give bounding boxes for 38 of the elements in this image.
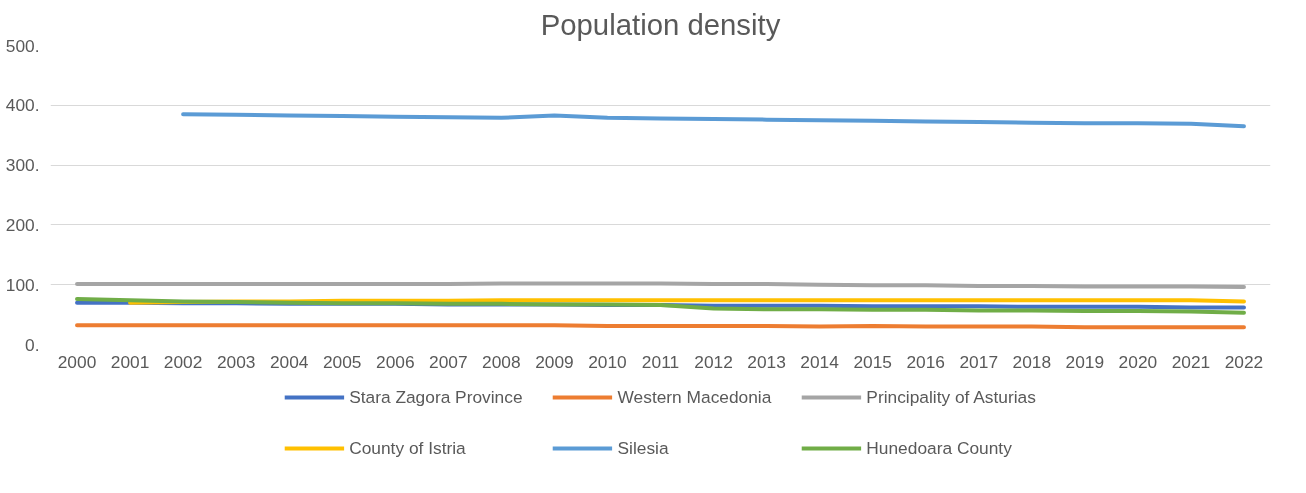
x-tick-label: 2002: [163, 351, 203, 372]
x-tick-label: 2006: [376, 351, 415, 372]
x-tick-label: 2017: [959, 351, 999, 372]
y-tick-label: 400.: [5, 95, 40, 116]
x-tick-label: 2022: [1224, 351, 1264, 372]
line-series: [181, 112, 1246, 129]
y-tick-label: 100.: [5, 274, 40, 295]
y-tick-label: 200.: [5, 214, 40, 235]
x-tick-label: 2009: [535, 351, 574, 372]
legend-label: Stara Zagora Province: [349, 386, 523, 408]
x-tick-label: 2021: [1171, 351, 1211, 372]
x-tick-label: 2016: [906, 351, 946, 372]
x-tick-label: 2005: [322, 351, 362, 372]
x-tick-label: 2020: [1118, 351, 1158, 372]
y-tick-label: 0.: [25, 334, 40, 355]
x-tick-label: 2011: [641, 351, 680, 372]
legend-label: Western Macedonia: [617, 386, 772, 408]
x-tick-label: 2014: [800, 351, 840, 372]
x-tick-label: 2018: [1012, 351, 1052, 372]
x-tick-label: 2004: [269, 351, 309, 372]
line-series: [75, 297, 1246, 315]
legend-label: Silesia: [617, 437, 669, 459]
legend-label: Principality of Asturias: [866, 386, 1036, 408]
legend-label: County of Istria: [349, 437, 466, 459]
chart-title: Population density: [540, 7, 781, 41]
x-tick-label: 2013: [747, 351, 786, 372]
y-tick-label: 300.: [5, 155, 40, 176]
x-tick-label: 2012: [694, 351, 733, 372]
legend-label: Hunedoara County: [866, 437, 1012, 459]
y-tick-label: 500.: [5, 35, 40, 56]
x-tick-label: 2015: [853, 351, 892, 372]
x-tick-label: 2010: [588, 351, 627, 372]
x-tick-label: 2001: [110, 351, 150, 372]
x-tick-label: 2008: [482, 351, 521, 372]
x-tick-label: 2007: [429, 351, 468, 372]
x-tick-label: 2003: [216, 351, 256, 372]
x-tick-label: 2019: [1065, 351, 1105, 372]
x-tick-label: 2000: [57, 351, 97, 372]
